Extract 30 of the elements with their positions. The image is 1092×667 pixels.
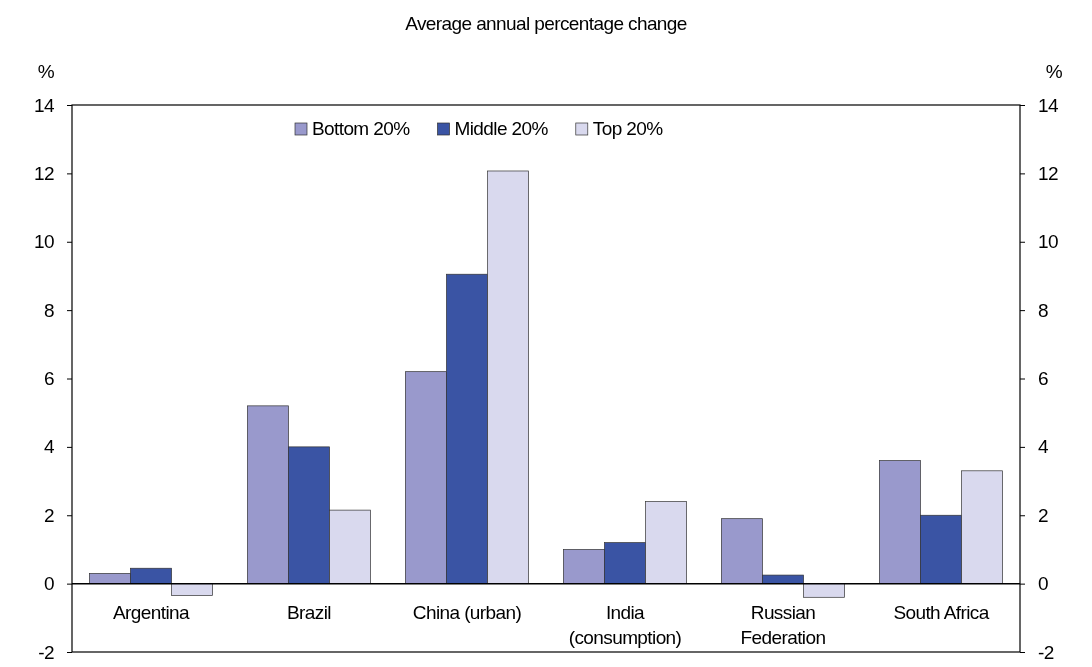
chart-title: Average annual percentage change bbox=[405, 13, 687, 34]
y2-tick-label: 10 bbox=[1038, 231, 1058, 253]
y2-tick-label: 14 bbox=[1038, 94, 1059, 116]
y2-tick-label: -2 bbox=[1038, 641, 1054, 663]
y-tick-label: 12 bbox=[34, 162, 55, 184]
y-tick-label: 2 bbox=[44, 504, 55, 526]
legend-label: Top 20% bbox=[592, 118, 664, 139]
y-axis-title: % bbox=[37, 61, 55, 82]
x-tick-label: South Africa bbox=[893, 601, 990, 623]
y-tick-label: 4 bbox=[44, 436, 56, 458]
y2-tick-label: 12 bbox=[1038, 162, 1058, 184]
y2-tick-label: 6 bbox=[1038, 368, 1048, 390]
y-tick-label: 6 bbox=[44, 368, 55, 390]
legend-label: Bottom 20% bbox=[312, 118, 411, 139]
x-tick-label: India (consumption) bbox=[568, 601, 682, 649]
y2-tick-label: 2 bbox=[1038, 504, 1048, 526]
y2-tick-label: 0 bbox=[1038, 573, 1048, 595]
y2-axis-title: % bbox=[1045, 61, 1063, 82]
x-tick-label: Argentina bbox=[113, 601, 190, 623]
legend-label: Middle 20% bbox=[454, 118, 549, 139]
y-tick-label: 0 bbox=[44, 573, 55, 595]
y2-tick-label: 8 bbox=[1038, 299, 1048, 321]
x-tick-label: China (urban) bbox=[412, 601, 522, 623]
y-tick-label: 14 bbox=[34, 94, 56, 116]
x-tick-label: Russian Federation bbox=[740, 601, 826, 649]
y2-tick-label: 4 bbox=[1038, 436, 1049, 458]
y-tick-label: 10 bbox=[34, 231, 55, 253]
y-tick-label: 8 bbox=[44, 299, 55, 321]
x-tick-label: Brazil bbox=[287, 601, 331, 623]
y-tick-label: -2 bbox=[38, 641, 55, 663]
